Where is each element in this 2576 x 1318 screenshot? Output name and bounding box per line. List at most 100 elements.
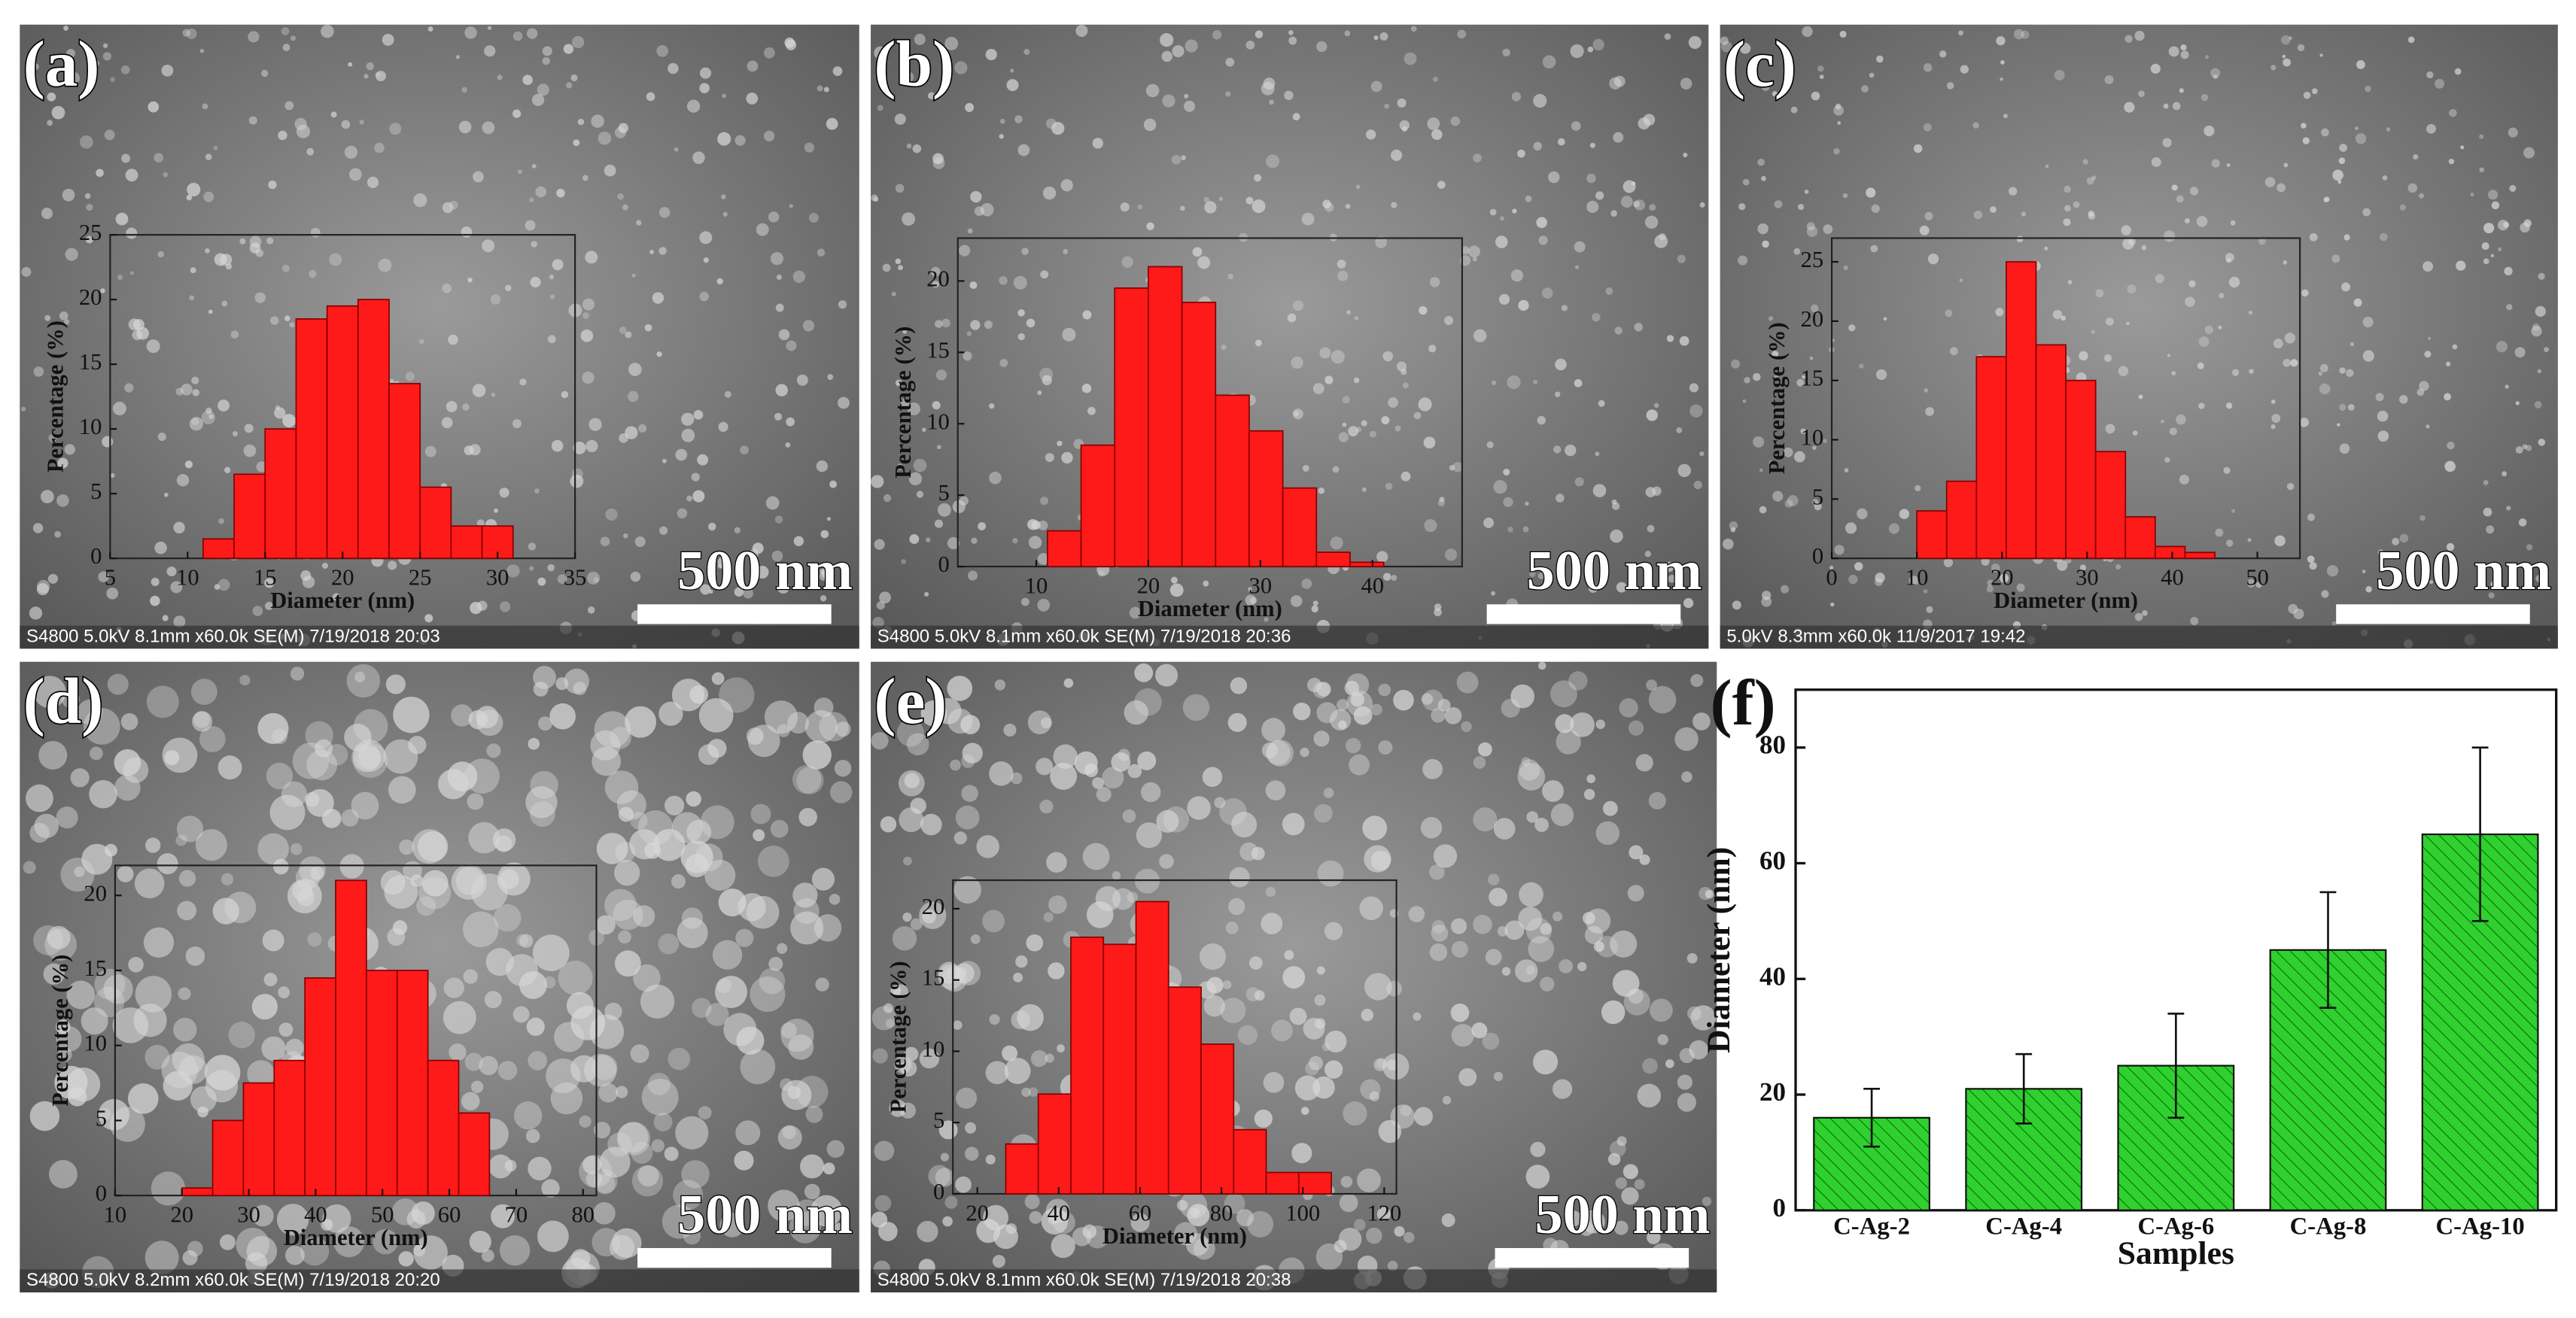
particle (1266, 154, 1280, 169)
x-tick-label: 80 (571, 1202, 595, 1228)
particle (792, 270, 806, 284)
particle (699, 83, 710, 93)
particle (120, 65, 130, 74)
particle (64, 319, 70, 325)
particle (1574, 477, 1584, 487)
particle (1289, 1007, 1307, 1025)
particle (2215, 528, 2224, 537)
particle (208, 414, 214, 419)
particle (1548, 171, 1560, 184)
particle (582, 312, 589, 319)
particle (1533, 1049, 1559, 1075)
particle (1431, 129, 1443, 141)
particle (549, 274, 555, 280)
particle (103, 974, 133, 1004)
particle (2283, 359, 2292, 367)
particle (1127, 891, 1139, 903)
panel-label: (c) (1723, 27, 1796, 100)
particle (1665, 1059, 1674, 1068)
particle (44, 314, 51, 321)
particle (871, 1006, 896, 1031)
particle (399, 839, 415, 855)
particle (630, 571, 641, 582)
particle (1565, 1210, 1582, 1227)
particle (2044, 246, 2048, 251)
particle (2382, 175, 2388, 181)
y-tick-label: 20 (84, 880, 107, 906)
particle (491, 392, 496, 397)
particle (1595, 719, 1606, 730)
particle (934, 519, 944, 528)
particle (759, 967, 786, 995)
particle (243, 444, 257, 457)
particle (2171, 184, 2178, 191)
particle (21, 406, 26, 411)
bar (357, 299, 390, 560)
particle (593, 1202, 616, 1225)
particle (506, 954, 538, 987)
particle (896, 719, 924, 747)
particle (1062, 327, 1076, 342)
bar (1975, 356, 2007, 560)
particle (985, 48, 997, 61)
particle (1574, 265, 1580, 269)
particle (2375, 393, 2384, 402)
particle (1772, 91, 1778, 97)
particle (1366, 1227, 1382, 1244)
bar (242, 1082, 275, 1197)
particle (1014, 115, 1023, 123)
particle (814, 914, 842, 942)
particle (891, 291, 896, 296)
particle (1510, 684, 1534, 709)
particle (129, 271, 134, 275)
particle (166, 566, 177, 577)
particle (1040, 497, 1049, 506)
particle (1428, 345, 1437, 353)
y-tick-label: 20 (79, 284, 102, 310)
particle (1263, 1072, 1285, 1093)
particle (81, 1007, 108, 1035)
particle (747, 724, 780, 758)
info-strip (20, 1269, 859, 1292)
particle (190, 679, 217, 705)
particle (768, 1189, 800, 1222)
particle (1172, 45, 1185, 58)
particle (734, 587, 744, 597)
particle (306, 147, 315, 156)
particle (47, 573, 58, 584)
particle (2281, 35, 2291, 45)
particle (2063, 218, 2071, 226)
particle (718, 888, 747, 917)
particle (1540, 976, 1555, 992)
particle (1643, 114, 1656, 126)
particle (1021, 248, 1029, 256)
particle (920, 700, 947, 727)
y-axis-label: Percentage (%) (1764, 322, 1790, 474)
particle (476, 519, 485, 527)
y-tick-label: 10 (922, 1036, 945, 1061)
particle (1677, 1074, 1692, 1090)
particle (1006, 79, 1019, 92)
scale-bar-label: 500 nm (677, 1184, 853, 1246)
particle (115, 212, 129, 226)
particle (199, 48, 205, 53)
particle (249, 235, 262, 248)
particle (763, 47, 775, 59)
particle (416, 896, 436, 916)
particle (2127, 284, 2137, 294)
particle (971, 537, 978, 544)
particle (1627, 885, 1644, 902)
particle (1017, 309, 1025, 317)
particle (735, 1120, 761, 1146)
particle (1757, 158, 1765, 166)
particle (1525, 501, 1529, 506)
particle (1431, 708, 1446, 723)
particle (1587, 46, 1594, 53)
y-axis-label: Diameter (nm) (1701, 847, 1737, 1053)
particle (956, 961, 981, 985)
x-tick-label: 120 (1367, 1200, 1401, 1225)
particle (2226, 163, 2231, 167)
particle (1350, 692, 1365, 707)
particle (989, 403, 995, 409)
particle (1616, 582, 1627, 593)
